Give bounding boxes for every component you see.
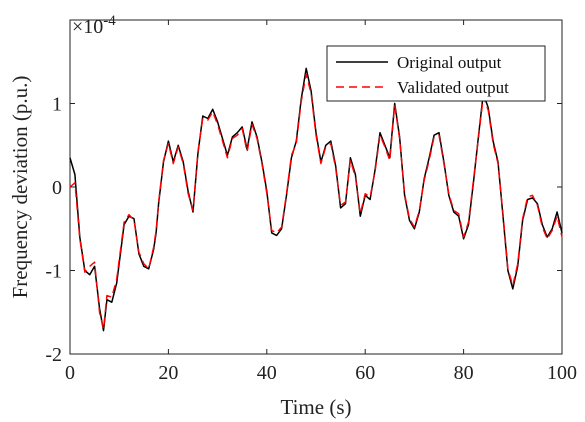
y-exponent-power: -4 [103, 13, 116, 29]
y-tick-label: 0 [52, 177, 62, 199]
x-tick-label: 100 [547, 362, 577, 384]
series-layer [69, 67, 563, 332]
y-tick-label: -2 [45, 344, 62, 366]
axis-tick-labels: 0 20 40 60 80 100 -2 -1 0 1 [45, 94, 577, 385]
legend-label-validated: Validated output [397, 78, 509, 97]
legend-box [326, 45, 546, 102]
y-tick-label: 1 [52, 94, 62, 116]
axis-ticks [69, 20, 563, 355]
legend: Original output Validated output [326, 45, 546, 102]
x-tick-label: 0 [65, 362, 75, 384]
x-tick-label: 80 [454, 362, 474, 384]
x-tick-label: 60 [355, 362, 375, 384]
y-exponent-base: ×10 [72, 16, 103, 38]
legend-label-original: Original output [397, 53, 502, 72]
y-axis-title: Frequency deviation (p.u.) [8, 76, 32, 299]
x-axis-title: Time (s) [281, 395, 352, 419]
x-tick-label: 20 [158, 362, 178, 384]
y-tick-label: -1 [45, 261, 62, 283]
y-exponent-label: ×10-4 [72, 13, 116, 38]
series-validated-output-line [69, 73, 563, 330]
x-tick-label: 40 [257, 362, 277, 384]
